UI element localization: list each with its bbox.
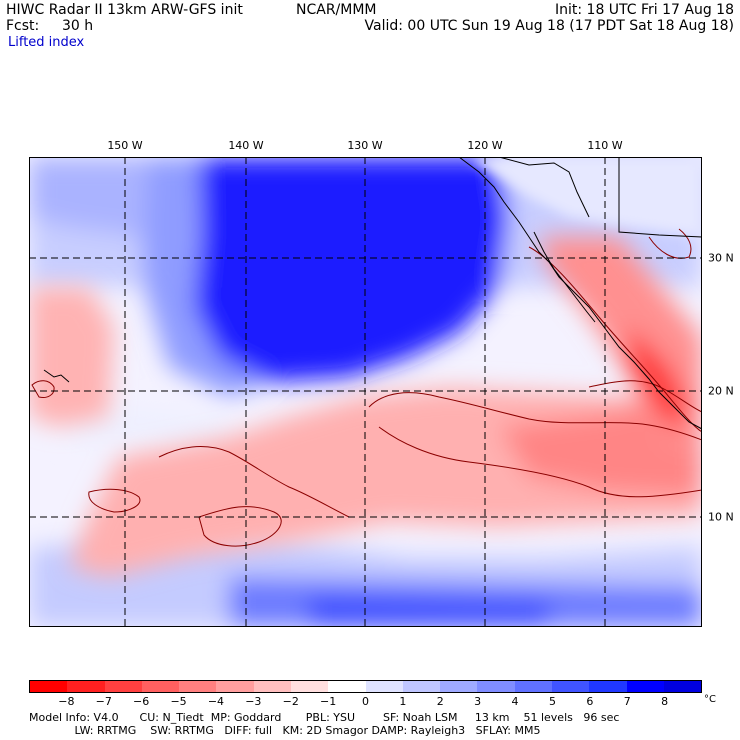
- colorbar-cell: [141, 681, 180, 692]
- colorbar-tick-label: −6: [133, 695, 150, 708]
- forecast-label: Fcst:: [6, 18, 40, 34]
- colorbar-cell: [328, 681, 366, 692]
- colorbar-cell: [67, 681, 105, 692]
- lat-label-20n: 20 N: [708, 384, 734, 398]
- contour-lines: [31, 228, 702, 547]
- contour-line: [528, 246, 702, 433]
- colorbar-tick-label: −4: [207, 695, 225, 708]
- colorbar-cell: [290, 681, 329, 692]
- lon-label-140w: 140 W: [228, 139, 264, 152]
- colorbar-cell: [551, 681, 590, 692]
- state-border: [559, 157, 702, 238]
- colorbar-tick-label: 7: [623, 695, 631, 708]
- colorbar-tick-label: 8: [661, 695, 669, 708]
- colorbar-tick-label: −5: [170, 695, 187, 708]
- colorbar-tick-label: 6: [586, 695, 594, 708]
- colorbar-cell: [477, 681, 515, 692]
- colorbar-cell: [663, 681, 702, 692]
- us-mexico-border: [498, 157, 590, 218]
- colorbar-tick-label: 1: [399, 695, 407, 708]
- mexico-coastline: [458, 157, 702, 430]
- model-info-line2: LW: RRTMG SW: RRTMG DIFF: full KM: 2D Sm…: [29, 724, 541, 737]
- colorbar-tick-label: −8: [58, 695, 75, 708]
- colorbar-cell: [514, 681, 552, 692]
- contour-line: [88, 488, 141, 513]
- lifted-index-map: [29, 157, 702, 627]
- contour-line: [198, 506, 282, 547]
- lon-label-130w: 130 W: [347, 139, 383, 152]
- colorbar-cell: [365, 681, 403, 692]
- colorbar-cell: [253, 681, 291, 692]
- baja-coastline: [533, 231, 596, 323]
- map-title: HIWC Radar II 13km ARW-GFS init: [6, 2, 243, 18]
- contour-line: [31, 380, 55, 398]
- contour-line: [368, 392, 702, 441]
- colorbar-tick-label: −2: [282, 695, 299, 708]
- colorbar-labels: −8 −7 −6 −5 −4 −3 −2 −1 0 1 2 3 4 5 6 7 8: [29, 695, 702, 709]
- colorbar-tick-label: 5: [548, 695, 556, 708]
- colorbar: [29, 680, 702, 693]
- colorbar-tick-label: 4: [511, 695, 519, 708]
- colorbar-tick-label: 2: [436, 695, 444, 708]
- lon-label-110w: 110 W: [587, 139, 623, 152]
- colorbar-tick-label: −1: [320, 695, 337, 708]
- colorbar-cell: [440, 681, 478, 692]
- contour-line: [158, 446, 350, 518]
- colorbar-cell: [626, 681, 664, 692]
- colorbar-cell: [104, 681, 142, 692]
- colorbar-tick-label: −3: [245, 695, 262, 708]
- land-region: [469, 157, 702, 237]
- field-name: Lifted index: [8, 35, 85, 50]
- colorbar-tick-label: −7: [95, 695, 112, 708]
- lon-label-150w: 150 W: [107, 139, 143, 152]
- colorbar-tick-label: 0: [362, 695, 369, 708]
- colorbar-cell: [179, 681, 217, 692]
- colorbar-cell: [30, 681, 68, 692]
- contour-line: [588, 380, 702, 413]
- lat-label-10n: 10 N: [708, 510, 734, 524]
- lon-label-120w: 120 W: [467, 139, 503, 152]
- org-label: NCAR/MMM: [296, 2, 377, 18]
- contour-line: [378, 426, 702, 498]
- colorbar-unit: °C: [704, 694, 716, 705]
- colorbar-cell: [402, 681, 441, 692]
- lat-label-30n: 30 N: [708, 251, 734, 265]
- grid-lines: [29, 157, 702, 627]
- coastline: [43, 157, 702, 430]
- hawaii-islands: [43, 369, 70, 383]
- model-info-line1: Model Info: V4.0 CU: N_Tiedt MP: Goddard…: [29, 711, 620, 724]
- colorbar-cell: [216, 681, 254, 692]
- map-frame: [29, 157, 702, 627]
- forecast-value: 30 h: [62, 18, 94, 34]
- colorbar-cell: [589, 681, 627, 692]
- init-time: Init: 18 UTC Fri 17 Aug 18: [554, 2, 734, 18]
- valid-time: Valid: 00 UTC Sun 19 Aug 18 (17 PDT Sat …: [364, 18, 734, 34]
- colorbar-tick-label: 3: [474, 695, 482, 708]
